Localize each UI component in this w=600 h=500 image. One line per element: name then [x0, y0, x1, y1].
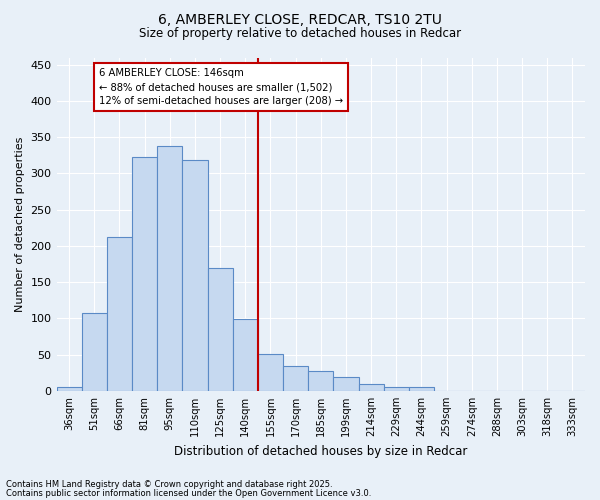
Bar: [283, 366, 308, 391]
Bar: [82, 314, 107, 391]
Bar: [56, 388, 82, 391]
Text: Contains public sector information licensed under the Open Government Licence v3: Contains public sector information licen…: [6, 488, 371, 498]
X-axis label: Distribution of detached houses by size in Redcar: Distribution of detached houses by size …: [174, 444, 467, 458]
Bar: [308, 372, 334, 391]
Text: 6 AMBERLEY CLOSE: 146sqm
← 88% of detached houses are smaller (1,502)
12% of sem: 6 AMBERLEY CLOSE: 146sqm ← 88% of detach…: [100, 68, 343, 106]
Bar: [132, 157, 157, 391]
Bar: [359, 384, 383, 391]
Text: 6, AMBERLEY CLOSE, REDCAR, TS10 2TU: 6, AMBERLEY CLOSE, REDCAR, TS10 2TU: [158, 12, 442, 26]
Bar: [208, 268, 233, 391]
Bar: [107, 236, 132, 391]
Bar: [334, 377, 359, 391]
Bar: [258, 354, 283, 391]
Bar: [409, 388, 434, 391]
Bar: [383, 388, 409, 391]
Bar: [157, 146, 182, 391]
Y-axis label: Number of detached properties: Number of detached properties: [15, 136, 25, 312]
Text: Size of property relative to detached houses in Redcar: Size of property relative to detached ho…: [139, 28, 461, 40]
Text: Contains HM Land Registry data © Crown copyright and database right 2025.: Contains HM Land Registry data © Crown c…: [6, 480, 332, 489]
Bar: [233, 319, 258, 391]
Bar: [182, 160, 208, 391]
